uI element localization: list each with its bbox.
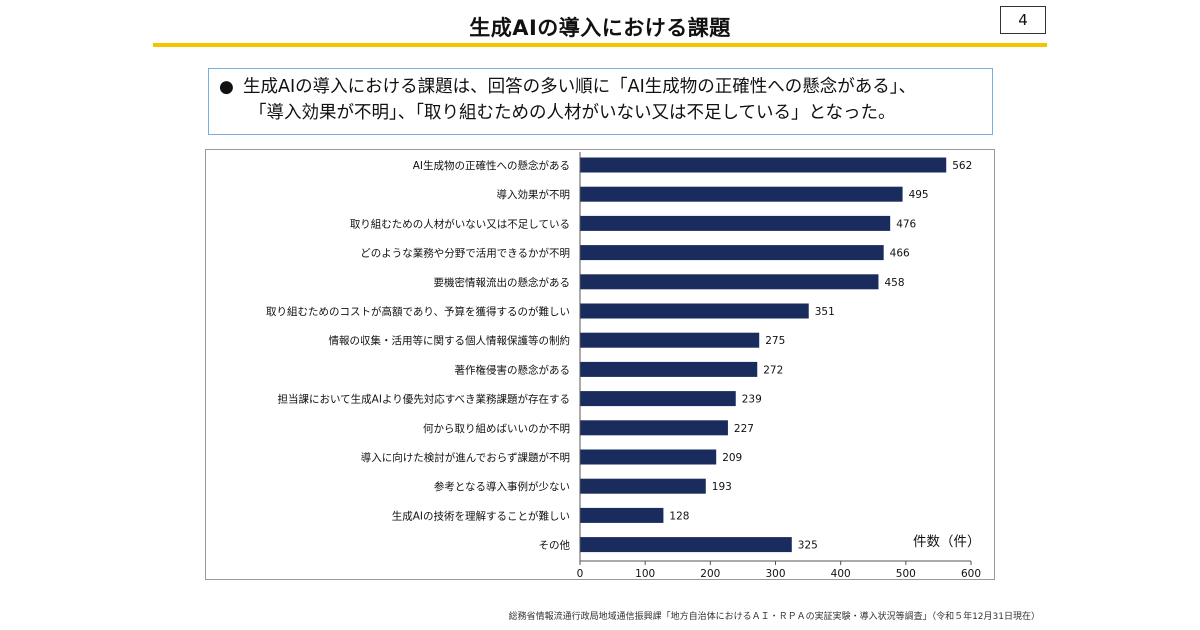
- category-label: どのような業務や分野で活用できるかが不明: [360, 247, 570, 260]
- category-label: 取り組むための人材がいない又は不足している: [350, 217, 570, 230]
- data-label: 476: [896, 218, 916, 230]
- x-tick-label: 200: [700, 568, 720, 580]
- bar: [580, 478, 706, 494]
- bar: [580, 157, 947, 173]
- data-label: 495: [909, 189, 929, 201]
- category-label: 導入効果が不明: [497, 188, 571, 201]
- bar: [580, 507, 664, 523]
- summary-line-2: 「導入効果が不明」、「取り組むための人材がいない又は不足している」となった。: [249, 103, 896, 123]
- slide-title: 生成AIの導入における課題: [469, 16, 731, 40]
- bar: [580, 391, 736, 407]
- bar: [580, 274, 879, 290]
- bar: [580, 186, 903, 202]
- category-label: 生成AIの技術を理解することが難しい: [392, 509, 570, 522]
- title-underline: [153, 43, 1047, 47]
- data-label: 239: [742, 394, 762, 406]
- data-label: 325: [798, 540, 818, 552]
- category-label: その他: [539, 539, 571, 552]
- data-label: 272: [763, 364, 783, 376]
- data-label: 562: [952, 160, 972, 172]
- data-label: 209: [722, 452, 742, 464]
- x-tick-label: 0: [577, 568, 584, 580]
- category-label: 要機密情報流出の懸念がある: [434, 276, 571, 289]
- summary-box: ● 生成AIの導入における課題は、回答の多い順に「AI生成物の正確性への懸念があ…: [208, 68, 993, 135]
- bar: [580, 215, 891, 231]
- data-label: 466: [890, 248, 910, 260]
- data-label: 275: [765, 335, 785, 347]
- category-label: 取り組むためのコストが高額であり、予算を獲得するのが難しい: [266, 305, 570, 318]
- x-tick-label: 400: [831, 568, 851, 580]
- data-label: 128: [669, 510, 689, 522]
- x-tick-label: 500: [896, 568, 916, 580]
- category-label: 担当課において生成AIより優先対応すべき業務課題が存在する: [277, 393, 570, 406]
- data-label: 193: [712, 481, 732, 493]
- x-tick-label: 300: [765, 568, 785, 580]
- category-label: 著作権侵害の懸念がある: [455, 363, 571, 376]
- summary-line-1: 生成AIの導入における課題は、回答の多い順に「AI生成物の正確性への懸念がある」…: [243, 77, 917, 97]
- category-label: 導入に向けた検討が進んでおらず課題が不明: [361, 451, 570, 464]
- x-axis-unit-label: 件数（件）: [913, 534, 981, 550]
- bar: [580, 420, 728, 436]
- bar: [580, 449, 717, 465]
- x-tick-label: 600: [961, 568, 981, 580]
- bar: [580, 361, 758, 377]
- bar: [580, 245, 884, 261]
- bar: [580, 537, 792, 553]
- x-tick-label: 100: [635, 568, 655, 580]
- chart-frame: AI生成物の正確性への懸念がある 562 導入効果が不明 495 取り組むための人材がい…: [205, 149, 995, 580]
- summary-bullet: ●: [219, 77, 234, 97]
- category-label: 参考となる導入事例が少ない: [434, 480, 570, 493]
- page-number: 4: [1000, 6, 1046, 34]
- source-note: 総務省情報流通行政局地域通信振興課「地方自治体におけるＡＩ・ＲＰＡの実証実験・導…: [508, 612, 1040, 622]
- data-label: 227: [734, 423, 754, 435]
- category-label: 何から取り組めばいいのか不明: [423, 422, 570, 435]
- category-label: AI生成物の正確性への懸念がある: [413, 159, 570, 172]
- data-label: 351: [815, 306, 835, 318]
- bar: [580, 332, 760, 348]
- bar-chart: AI生成物の正確性への懸念がある 562 導入効果が不明 495 取り組むための人材がい…: [266, 152, 981, 580]
- category-label: 情報の収集・活用等に関する個人情報保護等の制約: [329, 334, 571, 347]
- data-label: 458: [884, 277, 904, 289]
- bar: [580, 303, 809, 319]
